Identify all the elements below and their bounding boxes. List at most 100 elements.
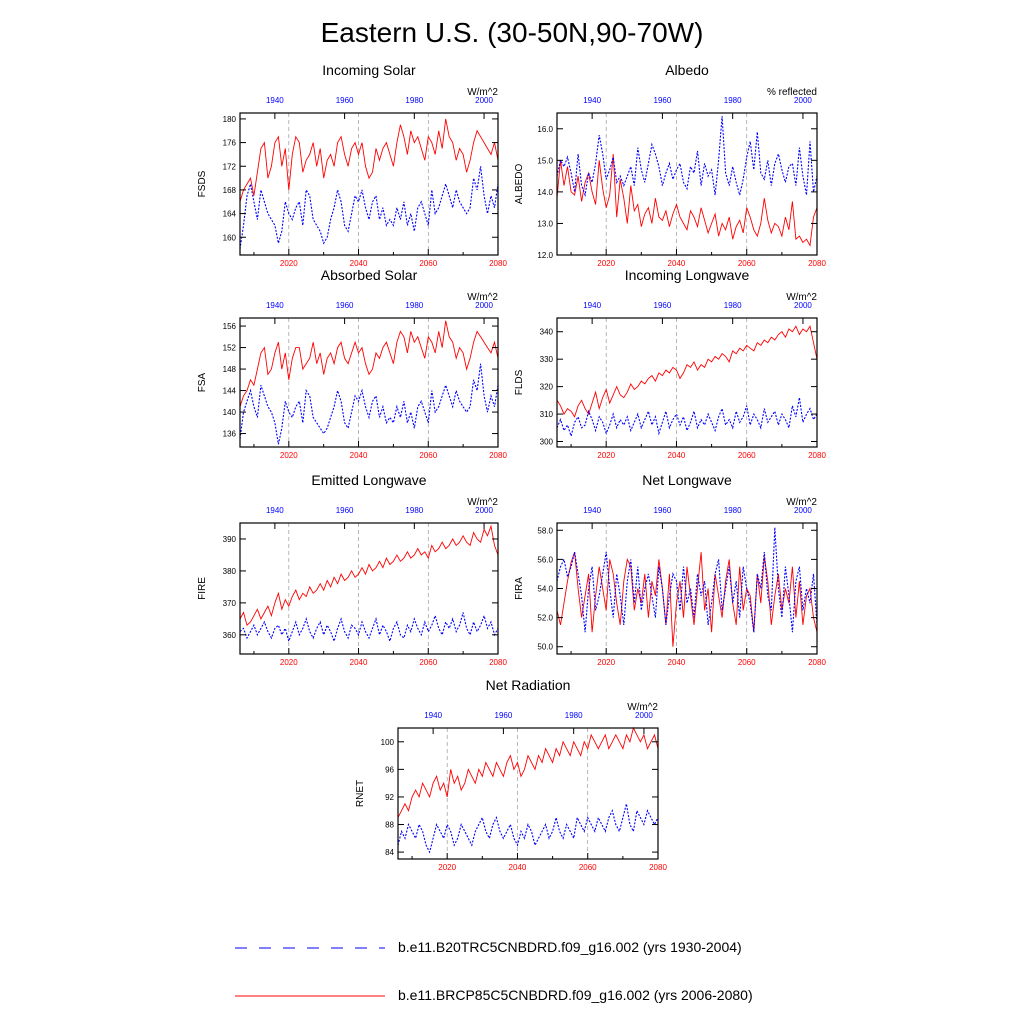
fire-frame	[239, 522, 499, 655]
rnet-xtick-bottom-label: 2020	[438, 863, 456, 872]
flds-xtick-bottom-label: 2040	[668, 451, 686, 460]
flds-series-future	[556, 325, 818, 418]
fsds-ytick-label: 176	[223, 139, 237, 148]
fsa-units: W/m^2	[467, 292, 498, 303]
fira-panel: Net Longwave W/m^2 FIRA 50.0 52.0 54.0 56.0 58.…	[514, 472, 826, 667]
fire-xtick-bottom-label: 2040	[350, 658, 368, 667]
fsa-ytick-label: 136	[223, 430, 237, 439]
fsds-xtick-top-label: 1940	[266, 96, 284, 105]
flds-title: Incoming Longwave	[625, 267, 750, 283]
albedo-xtick-bottom-label: 2080	[808, 259, 826, 268]
fira-ytick-label: 54.0	[537, 585, 553, 594]
flds-xtick-top-label: 2000	[794, 301, 812, 310]
albedo-ytick-label: 13.0	[537, 219, 553, 228]
fire-xtick-top-label: 1980	[405, 506, 423, 515]
panels: Incoming Solar W/m^2 FSDS 160 164 168 172 176 18…	[197, 62, 826, 872]
albedo-xtick-top-label: 1980	[724, 96, 742, 105]
fsa-xtick-bottom-label: 2040	[350, 451, 368, 460]
fsa-xtick-bottom-label: 2060	[419, 451, 437, 460]
flds-xtick-bottom-label: 2080	[808, 451, 826, 460]
fira-xtick-top-label: 2000	[794, 506, 812, 515]
fsds-series-future	[239, 118, 499, 202]
rnet-ytick-label: 100	[381, 738, 395, 747]
flds-ytick-label: 300	[540, 438, 554, 447]
fire-xtick-bottom-label: 2080	[489, 658, 507, 667]
fire-xtick-bottom-label: 2020	[280, 658, 298, 667]
flds-panel: Incoming Longwave W/m^2 FLDS 300 310 320 330 34…	[514, 267, 826, 460]
fira-ylabel: FIRA	[514, 577, 525, 600]
rnet-xtick-bottom-label: 2080	[649, 863, 667, 872]
fsds-xtick-top-label: 1960	[336, 96, 354, 105]
albedo-ytick-label: 16.0	[537, 125, 553, 134]
fira-ytick-label: 52.0	[537, 614, 553, 623]
flds-units: W/m^2	[786, 292, 817, 303]
albedo-xtick-bottom-label: 2060	[738, 259, 756, 268]
fire-ytick-label: 380	[223, 567, 237, 576]
fire-panel: Emitted Longwave W/m^2 FIRE 360 370 380 390 202…	[197, 472, 507, 667]
rnet-xtick-top-label: 1960	[495, 711, 513, 720]
flds-ylabel: FLDS	[514, 369, 525, 395]
fire-ytick-label: 360	[223, 631, 237, 640]
albedo-title: Albedo	[665, 62, 709, 78]
albedo-panel: Albedo % reflected ALBEDO 12.0 13.0 14.0 15.0 1…	[514, 62, 826, 268]
fsds-ytick-label: 164	[223, 210, 237, 219]
fira-title: Net Longwave	[642, 472, 732, 488]
rnet-ytick-label: 92	[385, 793, 394, 802]
albedo-xtick-top-label: 1940	[583, 96, 601, 105]
rnet-series-historical	[397, 803, 659, 854]
fsds-xtick-bottom-label: 2040	[350, 259, 368, 268]
fsa-ytick-label: 156	[223, 322, 237, 331]
fira-series-historical	[556, 527, 818, 633]
fira-xtick-top-label: 1980	[724, 506, 742, 515]
fire-ylabel: FIRE	[197, 577, 208, 600]
rnet-units: W/m^2	[627, 702, 658, 713]
fire-ytick-label: 390	[223, 535, 237, 544]
rnet-xtick-top-label: 1980	[565, 711, 583, 720]
fsa-xtick-bottom-label: 2020	[280, 451, 298, 460]
flds-ytick-label: 310	[540, 410, 554, 419]
fsa-panel: Absorbed Solar W/m^2 FSA 136 140 144 148 152 156…	[197, 267, 507, 460]
fsa-ytick-label: 148	[223, 365, 237, 374]
flds-xtick-bottom-label: 2020	[597, 451, 615, 460]
flds-ytick-label: 340	[540, 328, 554, 337]
fsds-ylabel: FSDS	[197, 170, 208, 197]
fsds-xtick-bottom-label: 2060	[419, 259, 437, 268]
fsa-ytick-label: 152	[223, 344, 237, 353]
fira-xtick-bottom-label: 2080	[808, 658, 826, 667]
fire-series-historical	[239, 612, 499, 644]
albedo-series-historical	[556, 116, 818, 198]
fsds-xtick-top-label: 1980	[405, 96, 423, 105]
fsa-series-historical	[239, 363, 499, 445]
albedo-units: % reflected	[767, 87, 817, 98]
fsds-units: W/m^2	[467, 87, 498, 98]
albedo-xtick-bottom-label: 2040	[668, 259, 686, 268]
rnet-series-future	[397, 726, 659, 818]
fsa-ytick-label: 144	[223, 387, 237, 396]
rnet-ytick-label: 84	[385, 848, 394, 857]
fira-series-future	[556, 551, 818, 647]
fira-xtick-bottom-label: 2040	[668, 658, 686, 667]
flds-xtick-top-label: 1940	[583, 301, 601, 310]
albedo-ytick-label: 12.0	[537, 251, 553, 260]
albedo-xtick-bottom-label: 2020	[597, 259, 615, 268]
fsds-xtick-bottom-label: 2080	[489, 259, 507, 268]
fsds-ytick-label: 180	[223, 115, 237, 124]
fire-xtick-top-label: 2000	[475, 506, 493, 515]
fira-xtick-bottom-label: 2060	[738, 658, 756, 667]
fsa-xtick-top-label: 1960	[336, 301, 354, 310]
fsds-ytick-label: 160	[223, 233, 237, 242]
albedo-frame	[556, 112, 818, 256]
albedo-ylabel: ALBEDO	[514, 163, 525, 204]
fsa-xtick-bottom-label: 2080	[489, 451, 507, 460]
rnet-panel: Net Radiation W/m^2 RNET 84 88 92 96 100 2020 204…	[355, 677, 667, 872]
fsa-series-future	[239, 320, 499, 407]
rnet-xtick-bottom-label: 2040	[509, 863, 527, 872]
fsds-ytick-label: 168	[223, 186, 237, 195]
rnet-xtick-bottom-label: 2060	[579, 863, 597, 872]
legend	[235, 947, 385, 997]
fire-ytick-label: 370	[223, 599, 237, 608]
flds-ytick-label: 330	[540, 355, 554, 364]
fsds-xtick-top-label: 2000	[475, 96, 493, 105]
fsa-ytick-label: 140	[223, 408, 237, 417]
